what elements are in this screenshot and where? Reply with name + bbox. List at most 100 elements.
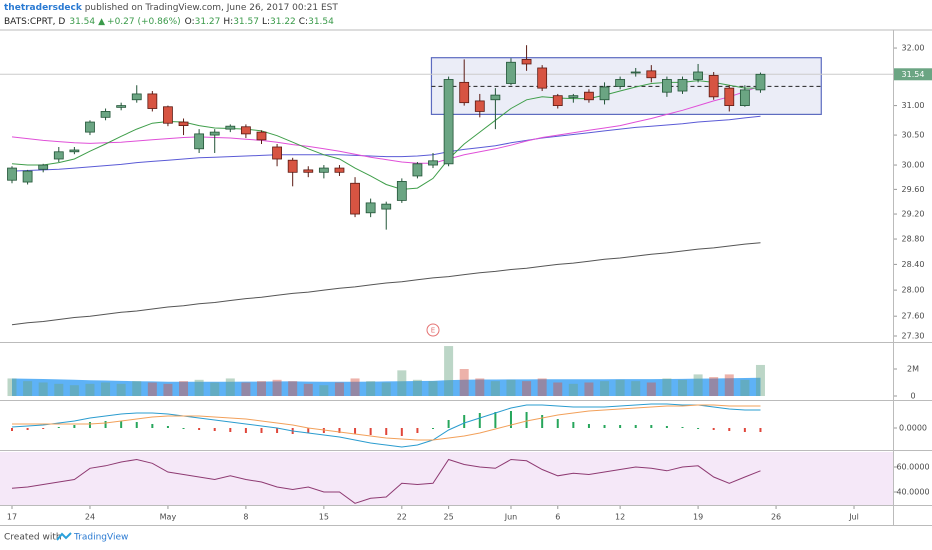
volume-bar (600, 381, 610, 397)
moving-average (11, 115, 761, 172)
plot: 27.30 27.60 28.00 28.40 28.80 29.20 29.60 30.00… (0, 44, 932, 522)
macd-histogram-bar (385, 428, 388, 435)
ohlc-key: O: (185, 17, 195, 27)
macd-histogram-bar (11, 428, 14, 431)
candle-body (209, 131, 220, 136)
volume-bar (225, 378, 235, 397)
y-tick-label: 28.80 (902, 235, 925, 244)
candle-body (490, 94, 501, 101)
macd-histogram-bar (260, 428, 263, 433)
volume-bar (69, 385, 79, 397)
last: 31.54 (69, 17, 95, 27)
volume-bar (755, 364, 765, 397)
candle-body (428, 160, 438, 166)
x-tick-label: 15 (319, 513, 329, 522)
y-tick-label: 30.50 (902, 131, 925, 140)
author[interactable]: thetradersdeck (4, 3, 83, 13)
macd-histogram-bar (712, 428, 715, 430)
macd-histogram-bar (135, 422, 138, 428)
volume-bar (615, 379, 625, 397)
macd-histogram-bar (697, 428, 700, 429)
y-tick-label: 28.00 (902, 286, 925, 295)
x-tick-label: 8 (243, 513, 248, 522)
candle-body (724, 87, 735, 106)
x-tick-label: Jun (504, 513, 518, 522)
candle-body (53, 151, 64, 160)
macd-line (11, 403, 761, 448)
y-tick-label: 0.0000 (899, 424, 927, 433)
symbol: BATS:CPRT, D (4, 17, 65, 27)
macd-histogram-bar (151, 424, 154, 428)
candle-body (163, 106, 173, 124)
y-tick-label: 27.30 (902, 332, 925, 341)
candle-body (755, 73, 766, 91)
macd-histogram-bar (743, 428, 746, 432)
volume-bar (241, 382, 251, 397)
volume-bar (428, 381, 438, 397)
macd-histogram-bar (213, 428, 216, 431)
candle-body (381, 203, 392, 210)
volume-bar (7, 378, 17, 397)
volume-bar (568, 383, 578, 397)
volume-bar (101, 382, 111, 397)
y-tick-label: 60.0000 (896, 463, 929, 472)
candle-body (412, 163, 423, 177)
candle-body (225, 125, 236, 130)
y-tick-label: 27.60 (902, 312, 925, 321)
volume-bar (194, 379, 204, 397)
candle-body (474, 100, 485, 112)
last-price-label: 31.54 (902, 70, 925, 79)
y-tick-label: 2M (907, 365, 919, 374)
y-tick-label: 32.00 (902, 44, 925, 53)
candle-body (303, 169, 314, 173)
macd-histogram-bar (322, 428, 325, 433)
volume-bar (85, 383, 95, 397)
candle-body (256, 131, 267, 141)
volume-bar (38, 382, 48, 397)
y-tick-label: 29.20 (902, 210, 925, 219)
candle-body (147, 93, 158, 109)
macd-histogram-bar (307, 428, 310, 433)
volume-bar (179, 381, 189, 397)
candle-body (396, 181, 407, 201)
candle-body (584, 91, 594, 101)
volume-bar (444, 346, 454, 397)
macd-histogram-bar (509, 411, 512, 428)
volume-bar (350, 378, 360, 397)
volume-bar (709, 377, 719, 397)
publish-line: thetradersdeck published on TradingView.… (4, 3, 338, 13)
volume-bar (693, 374, 703, 397)
brand-logo[interactable]: TradingView (56, 532, 128, 543)
x-tick-label: 19 (693, 513, 703, 522)
volume-bar (584, 382, 594, 397)
candle-body (194, 133, 205, 150)
ohlc-value: 31.27 (195, 17, 221, 27)
candle-body (178, 121, 189, 126)
candle-body (552, 95, 563, 106)
candle-body (646, 70, 657, 79)
volume-bar (397, 370, 407, 397)
macd-histogram-bar (494, 412, 497, 428)
published: published on TradingView.com, June 26, 2… (82, 3, 339, 13)
candle-body (131, 93, 142, 101)
candle-body (537, 67, 548, 89)
volume-bar (662, 378, 672, 397)
macd-histogram-bar (759, 428, 762, 432)
candle-body (521, 59, 532, 65)
volume-bar (272, 379, 282, 397)
candle-body (350, 182, 360, 215)
macd-histogram-bar (541, 415, 544, 428)
candle-body (272, 146, 282, 160)
candle-body (630, 71, 641, 74)
volume-bar (303, 383, 313, 397)
volume-bar (537, 378, 547, 397)
y-tick-label: 40.0000 (896, 488, 929, 497)
volume-bar (163, 383, 173, 397)
ohlc-value: 31.22 (270, 17, 296, 27)
volume-bar (288, 381, 298, 397)
candle-body (568, 95, 579, 98)
candle-body (69, 149, 80, 153)
macd-histogram-bar (26, 428, 29, 430)
volume-bar (319, 385, 329, 397)
candle-body (7, 167, 17, 181)
